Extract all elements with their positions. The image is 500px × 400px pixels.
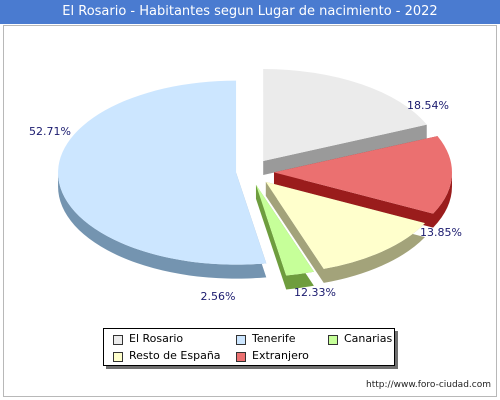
data-label-resto-de-espana: 12.33% xyxy=(294,286,336,299)
data-label-canarias: 2.56% xyxy=(201,290,236,303)
legend-swatch-resto-de-espana xyxy=(113,352,123,362)
pie-slice-side-resto-de-espana xyxy=(265,181,425,283)
pie-slice-canarias xyxy=(255,184,314,276)
plot-frame xyxy=(3,25,497,397)
legend-swatch-extranjero xyxy=(236,352,246,362)
pie-slice-side-el-rosario xyxy=(263,68,427,175)
pie-slice-tenerife xyxy=(58,80,267,265)
legend-label-el-rosario: El Rosario xyxy=(129,332,184,345)
legend-label-canarias: Canarias xyxy=(344,332,393,345)
legend-label-tenerife: Tenerife xyxy=(252,332,296,345)
watermark: http://www.foro-ciudad.com xyxy=(366,380,491,390)
pie-slice-resto-de-espana xyxy=(265,181,425,269)
legend-swatch-el-rosario xyxy=(113,335,123,345)
legend-label-resto-de-espana: Resto de España xyxy=(129,349,221,362)
data-label-el-rosario: 18.54% xyxy=(407,99,449,112)
legend-label-extranjero: Extranjero xyxy=(252,349,309,362)
legend-swatch-canarias xyxy=(328,335,338,345)
chart-legend: El Rosario Tenerife Canarias Resto de Es… xyxy=(103,328,395,366)
legend-swatch-tenerife xyxy=(236,335,246,345)
data-label-tenerife: 52.71% xyxy=(29,125,71,138)
data-label-extranjero: 13.85% xyxy=(420,226,462,239)
chart-title: El Rosario - Habitantes segun Lugar de n… xyxy=(0,0,500,24)
pie-slice-el-rosario xyxy=(263,68,427,161)
pie-slice-extranjero xyxy=(273,136,452,214)
